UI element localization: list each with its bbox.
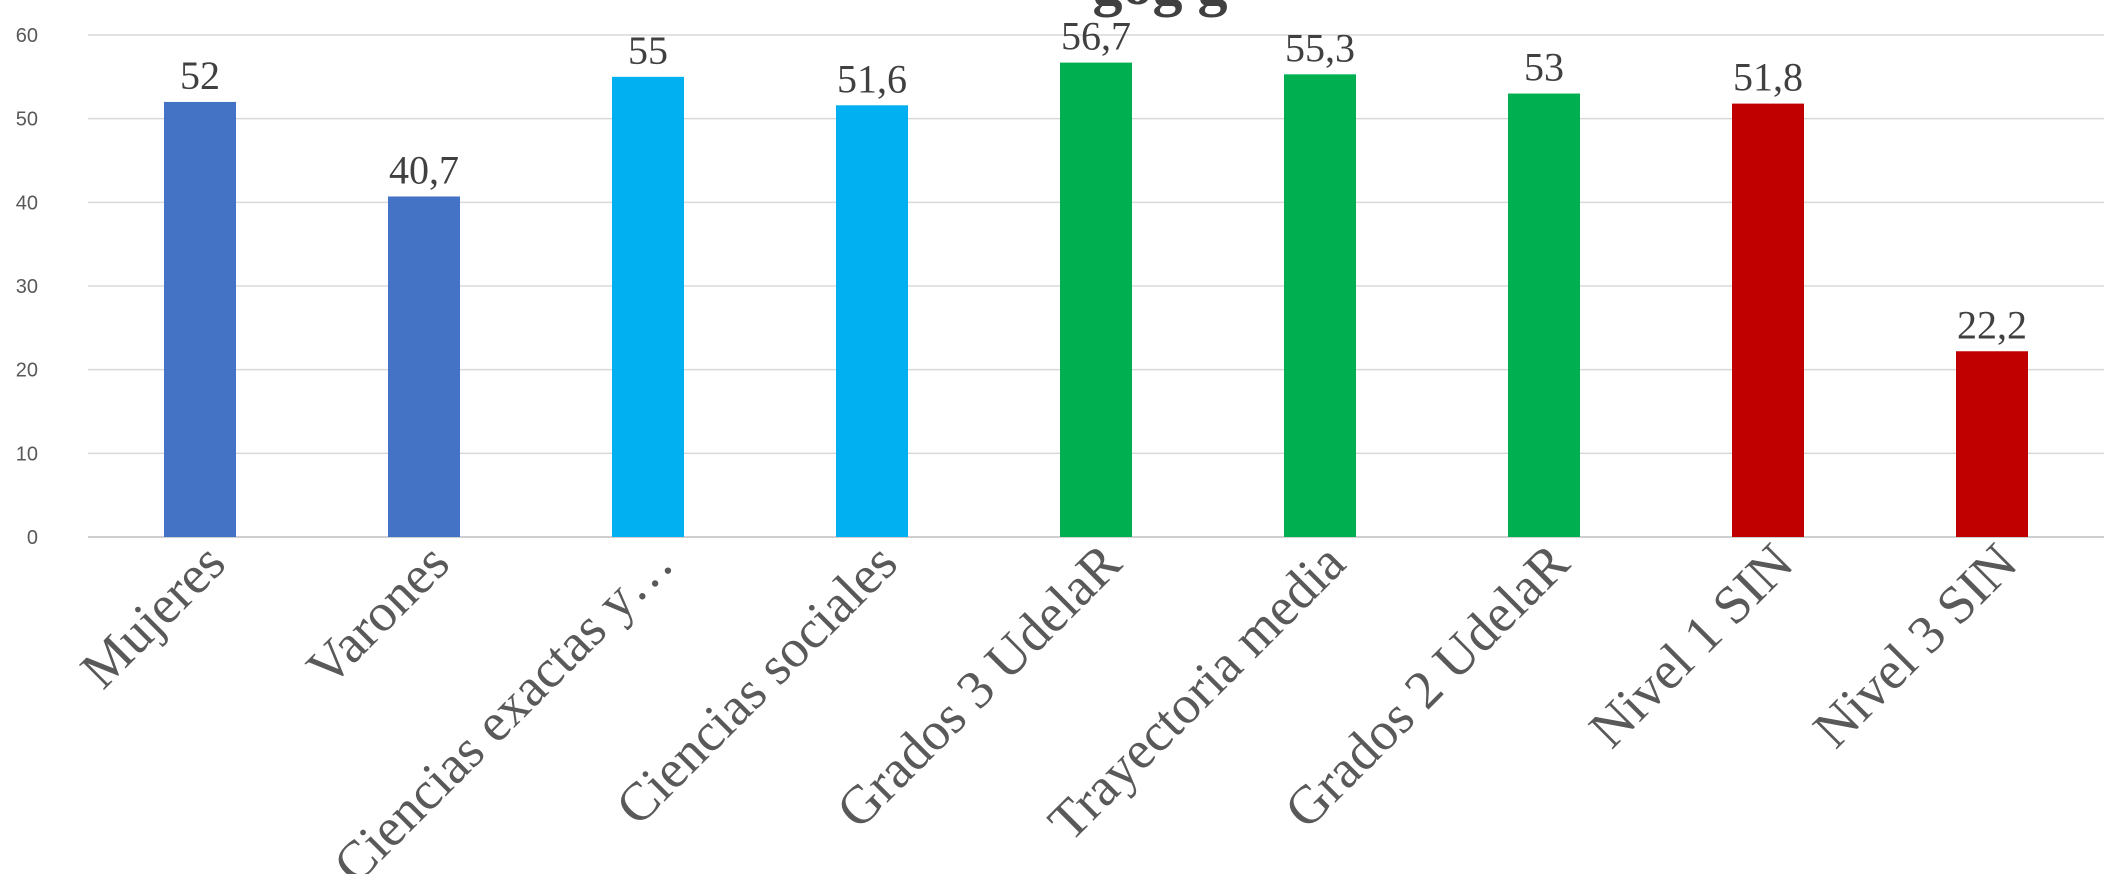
- category-label: Mujeres: [69, 532, 237, 700]
- bar: [612, 76, 684, 537]
- category-label: Nivel 3 SIN: [1802, 532, 2029, 759]
- data-label: 55: [628, 28, 668, 73]
- bar: [1956, 351, 2028, 537]
- bar: [836, 105, 908, 537]
- y-tick-label: 10: [16, 443, 38, 465]
- data-label: 53: [1524, 45, 1564, 90]
- bar: [1284, 74, 1356, 537]
- bars: [164, 62, 2028, 538]
- data-label: 51,8: [1733, 55, 1803, 100]
- y-tick-label: 30: [16, 276, 38, 298]
- data-label: 55,3: [1285, 25, 1355, 70]
- category-label: Varones: [295, 532, 460, 697]
- bar: [388, 196, 460, 537]
- y-axis-ticks: 0 10 20 30 40 50 60: [16, 25, 38, 549]
- bar: [1508, 93, 1580, 538]
- chart-title-area: gog g: [1093, 0, 1228, 17]
- data-label: 52: [180, 53, 220, 98]
- y-tick-label: 0: [27, 527, 38, 549]
- y-tick-label: 50: [16, 109, 38, 131]
- data-labels: 52 40,7 55 51,6 56,7 55,3 53 51,8 22,2: [180, 14, 2027, 348]
- data-label: 40,7: [389, 147, 459, 192]
- bar: [164, 101, 236, 537]
- y-tick-label: 40: [16, 192, 38, 214]
- data-label: 22,2: [1957, 302, 2027, 347]
- category-label: Nivel 1 SIN: [1578, 532, 1805, 759]
- y-tick-label: 60: [16, 25, 38, 47]
- bar: [1732, 103, 1804, 538]
- data-label: 51,6: [837, 56, 907, 101]
- bar: [1060, 62, 1132, 538]
- data-label: 56,7: [1061, 14, 1131, 59]
- y-tick-label: 20: [16, 360, 38, 382]
- chart-title: gog g: [1093, 0, 1228, 17]
